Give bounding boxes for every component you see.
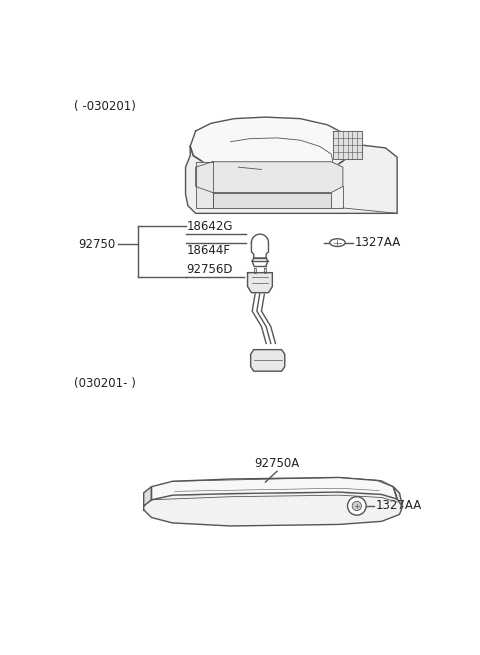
Polygon shape xyxy=(252,234,268,258)
Polygon shape xyxy=(144,487,152,506)
Text: 1327AA: 1327AA xyxy=(355,236,401,249)
Polygon shape xyxy=(144,492,403,526)
Text: ( -030201): ( -030201) xyxy=(74,100,136,113)
Polygon shape xyxy=(196,162,213,208)
Polygon shape xyxy=(196,162,343,193)
Polygon shape xyxy=(254,268,256,272)
Polygon shape xyxy=(264,268,266,272)
Text: 92750: 92750 xyxy=(79,238,116,251)
Circle shape xyxy=(352,501,361,510)
Text: 92750A: 92750A xyxy=(254,457,300,470)
Text: 92756D: 92756D xyxy=(186,263,233,276)
Ellipse shape xyxy=(330,239,345,246)
Text: 1327AA: 1327AA xyxy=(375,500,421,512)
Polygon shape xyxy=(152,477,397,500)
Polygon shape xyxy=(393,487,403,507)
Text: (030201- ): (030201- ) xyxy=(74,377,136,390)
Circle shape xyxy=(348,496,366,515)
Text: 18644F: 18644F xyxy=(186,244,230,257)
Text: 18642G: 18642G xyxy=(186,219,233,233)
Polygon shape xyxy=(333,131,362,159)
Polygon shape xyxy=(186,144,397,214)
Polygon shape xyxy=(213,193,331,208)
Polygon shape xyxy=(190,117,353,174)
Polygon shape xyxy=(251,350,285,371)
Polygon shape xyxy=(248,272,272,293)
